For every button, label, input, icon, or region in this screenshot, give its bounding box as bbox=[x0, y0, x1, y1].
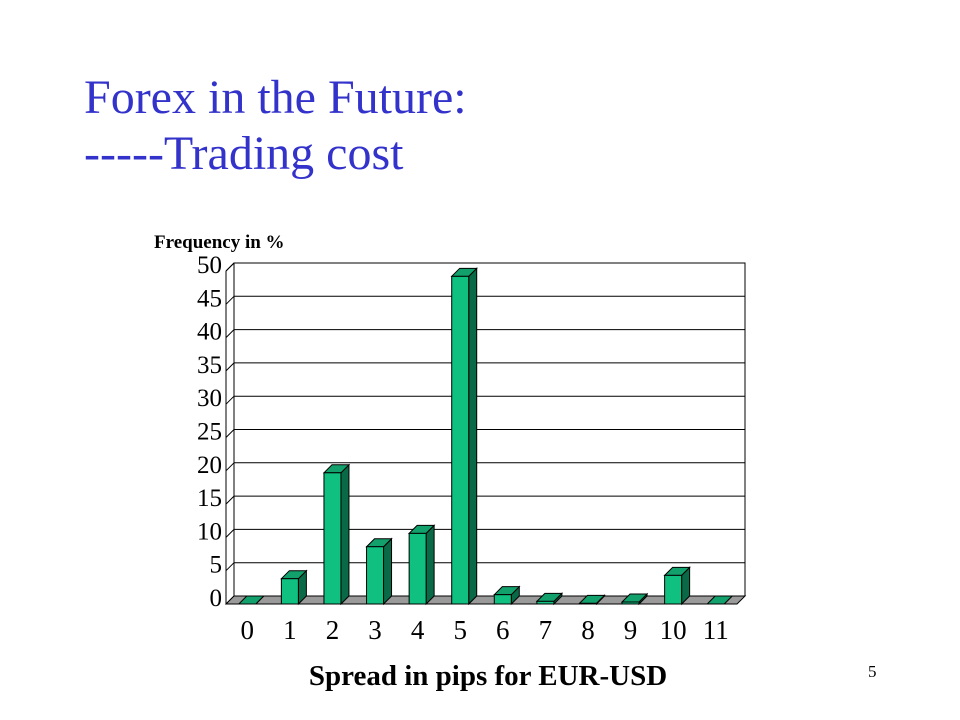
bar-top bbox=[706, 595, 734, 605]
gridline-side bbox=[225, 362, 235, 372]
gridline-side bbox=[225, 562, 235, 572]
bar bbox=[280, 578, 299, 605]
y-tick-label: 0 bbox=[210, 585, 223, 612]
bar bbox=[621, 601, 640, 605]
x-axis-label: Spread in pips for EUR-USD bbox=[309, 660, 667, 692]
x-tick-label: 6 bbox=[496, 615, 510, 645]
bar bbox=[664, 574, 683, 605]
page-number: 5 bbox=[868, 662, 877, 681]
x-tick-label: 0 bbox=[241, 615, 255, 645]
y-tick-label: 50 bbox=[197, 252, 222, 279]
gridline-side bbox=[225, 429, 235, 438]
bar bbox=[323, 472, 342, 605]
x-tick-label: 11 bbox=[703, 615, 729, 645]
gridline-side bbox=[225, 329, 235, 338]
y-tick-label: 15 bbox=[197, 485, 222, 512]
y-axis-label: Frequency in % bbox=[154, 232, 285, 253]
x-tick-label: 7 bbox=[539, 615, 553, 645]
y-tick-label: 30 bbox=[197, 385, 222, 412]
x-tick-label: 2 bbox=[326, 615, 340, 645]
gridline-side bbox=[225, 295, 235, 305]
slide-title-line-2: -----Trading cost bbox=[84, 127, 404, 180]
gridline-side bbox=[225, 462, 235, 472]
y-tick-label: 40 bbox=[197, 319, 222, 346]
x-tick-label: 9 bbox=[624, 615, 638, 645]
x-tick-label: 1 bbox=[283, 615, 297, 645]
gridline-side bbox=[225, 495, 235, 505]
x-tick-label: 3 bbox=[368, 615, 382, 645]
y-tick-label: 10 bbox=[197, 518, 222, 545]
y-tick-label: 25 bbox=[197, 419, 222, 446]
y-tick-label: 35 bbox=[197, 352, 222, 379]
bar-top bbox=[237, 595, 265, 605]
y-tick-label: 45 bbox=[197, 285, 222, 312]
bar bbox=[578, 602, 597, 605]
plot-floor bbox=[224, 595, 747, 605]
slide-title-line-1: Forex in the Future: bbox=[84, 71, 467, 124]
bar-side bbox=[468, 267, 478, 606]
y-tick-label: 5 bbox=[210, 552, 223, 579]
wall-edge bbox=[225, 262, 235, 272]
bar bbox=[493, 594, 512, 605]
x-tick-label: 10 bbox=[660, 615, 687, 645]
bar bbox=[536, 600, 555, 605]
x-tick-label: 8 bbox=[581, 615, 595, 645]
bar-side bbox=[340, 463, 350, 606]
gridline-side bbox=[225, 395, 235, 405]
gridline-side bbox=[225, 529, 235, 538]
bar bbox=[408, 532, 427, 605]
bar-side bbox=[383, 537, 393, 606]
bar bbox=[451, 275, 470, 605]
x-tick-label: 4 bbox=[411, 615, 425, 645]
bar-side bbox=[425, 524, 435, 606]
bar bbox=[366, 546, 385, 605]
y-tick-label: 20 bbox=[197, 452, 222, 479]
slide-title: Forex in the Future: -----Trading cost bbox=[84, 70, 467, 182]
x-tick-label: 5 bbox=[453, 615, 467, 645]
